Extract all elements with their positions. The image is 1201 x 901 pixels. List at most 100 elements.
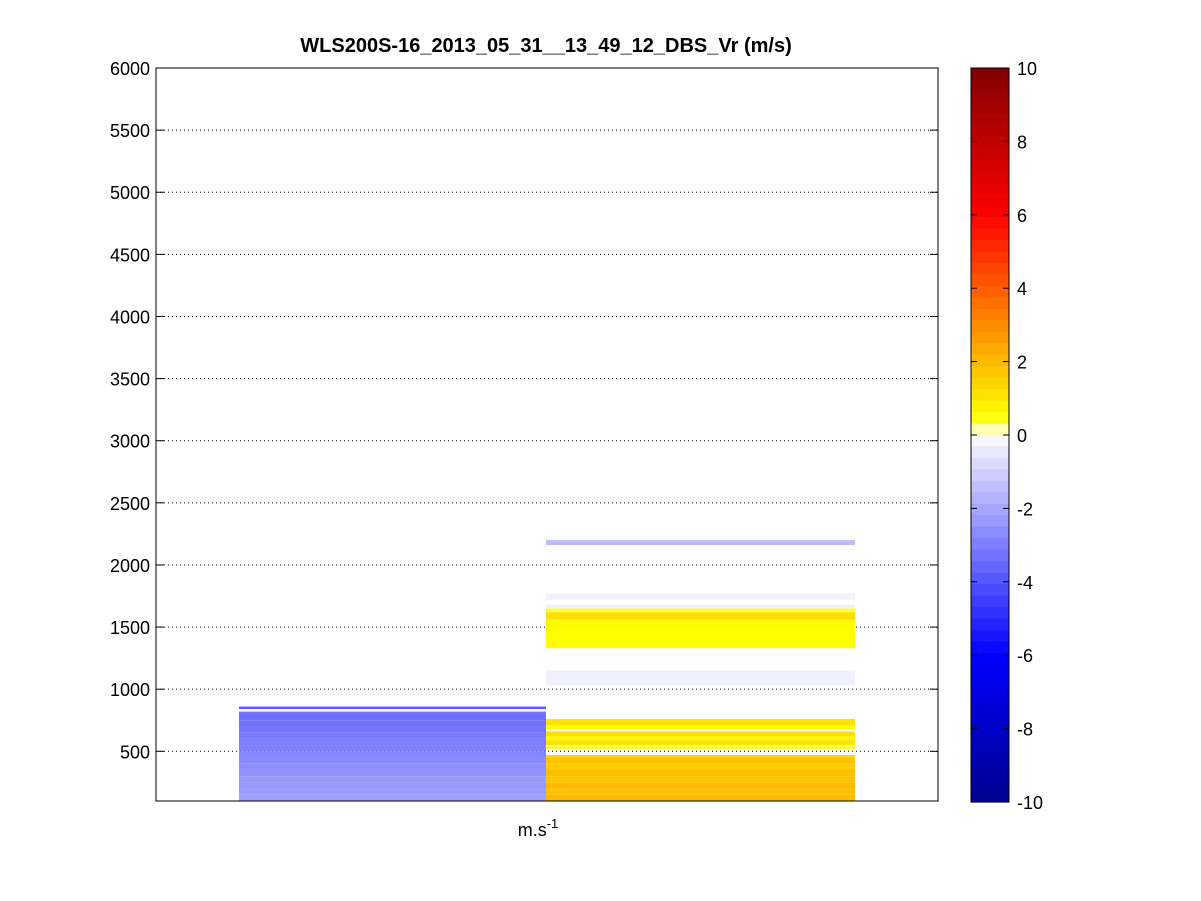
plot-frame	[155, 67, 939, 802]
plot-area	[156, 68, 938, 801]
heatmap-cell	[239, 794, 546, 801]
heatmap-cell	[546, 769, 855, 777]
colorbar-swatch	[971, 171, 1009, 184]
colorbar-swatch	[971, 607, 1009, 620]
y-tick-label: 3500	[110, 370, 150, 390]
colorbar-tick-label: 6	[1017, 206, 1027, 226]
heatmap-cell	[239, 763, 546, 770]
colorbar-swatch	[971, 744, 1009, 757]
colorbar-swatch	[971, 561, 1009, 574]
colorbar-tick-label: -10	[1017, 793, 1043, 813]
colorbar-swatch	[971, 205, 1009, 218]
colorbar-tick-label: 8	[1017, 132, 1027, 152]
colorbar-tick-label: 2	[1017, 353, 1027, 373]
y-tick-label: 4000	[110, 307, 150, 327]
heatmap-cell	[546, 593, 855, 600]
heatmap-cell	[546, 608, 855, 613]
colorbar-swatch	[971, 136, 1009, 149]
colorbar-tick-label: 0	[1017, 426, 1027, 446]
colorbar-tick-label: 10	[1017, 59, 1037, 79]
heatmap-cell	[546, 719, 855, 726]
colorbar-swatch	[971, 629, 1009, 643]
heatmap-cell	[239, 720, 546, 727]
heatmap-cell	[239, 782, 546, 789]
colorbar-swatch	[971, 125, 1009, 138]
colorbar-swatch	[971, 79, 1009, 92]
colorbar-swatch	[971, 262, 1009, 276]
heatmap-cell	[546, 627, 855, 649]
heatmap-cell	[239, 757, 546, 764]
colorbar-swatch	[971, 308, 1009, 321]
colorbar-swatch	[971, 641, 1009, 654]
colorbar-swatch	[971, 389, 1009, 402]
x-axis-label-superscript: -1	[547, 816, 559, 831]
colorbar-swatch	[971, 423, 1009, 436]
colorbar-swatch	[971, 102, 1009, 115]
colorbar-swatch	[971, 549, 1009, 562]
colorbar-swatch	[971, 159, 1009, 172]
heatmap-cell	[546, 788, 855, 795]
colorbar-swatch	[971, 618, 1009, 631]
colorbar-swatch	[971, 228, 1009, 241]
colorbar-tick-label: -4	[1017, 573, 1033, 593]
colorbar-swatch	[971, 767, 1009, 780]
heatmap-cell	[546, 612, 855, 620]
colorbar-swatch	[971, 595, 1009, 608]
heatmap-cell	[546, 746, 855, 749]
colorbar-swatch	[971, 320, 1009, 333]
heatmap-cell	[546, 776, 855, 783]
colorbar-swatch	[971, 240, 1009, 253]
y-tick-label: 3000	[110, 432, 150, 452]
colorbar-tick-label: -8	[1017, 720, 1033, 740]
heatmap-cell	[546, 782, 855, 789]
heatmap-cell	[239, 709, 546, 712]
colorbar-swatch	[971, 251, 1009, 264]
y-axis-ticks: 500 1000 1500 2000 2500 3000 3500 4000 4500 5000 5…	[110, 59, 938, 762]
colorbar-swatch	[971, 377, 1009, 390]
heatmap-cell	[546, 604, 855, 609]
heatmap-cell	[546, 619, 855, 628]
heatmap-cell	[239, 769, 546, 777]
colorbar-swatch	[971, 182, 1009, 195]
colorbar-swatch	[971, 652, 1009, 665]
heatmap-cell	[239, 776, 546, 783]
heatmap-cell	[239, 714, 546, 721]
colorbar-swatch	[971, 297, 1009, 310]
y-tick-label: 1500	[110, 618, 150, 638]
colorbar-swatch	[971, 710, 1009, 723]
colorbar-swatch	[971, 756, 1009, 769]
colorbar-swatch	[971, 675, 1009, 688]
colorbar	[971, 68, 1009, 803]
heatmap-cell	[546, 725, 855, 729]
colorbar-swatch	[971, 113, 1009, 126]
heatmap-cell	[239, 788, 546, 795]
heatmap-cell	[546, 736, 855, 741]
colorbar-swatch	[971, 526, 1009, 539]
colorbar-swatch	[971, 331, 1009, 344]
colorbar-swatch	[971, 354, 1009, 367]
colorbar-swatch	[971, 480, 1009, 493]
heatmap-cells	[239, 540, 855, 801]
heatmap-cell	[239, 751, 546, 758]
y-tick-label: 2000	[110, 556, 150, 576]
colorbar-swatch	[971, 194, 1009, 207]
colorbar-swatch	[971, 90, 1009, 104]
colorbar-swatch	[971, 503, 1009, 516]
y-tick-label: 5500	[110, 121, 150, 141]
colorbar-ticks: -10 -8 -6 -4 -2 0 2 4 6 8 10	[971, 59, 1043, 813]
colorbar-tick-label: -2	[1017, 499, 1033, 519]
colorbar-swatch	[971, 492, 1009, 505]
colorbar-tick-label: 4	[1017, 279, 1027, 299]
colorbar-swatch	[971, 721, 1009, 734]
colorbar-swatch	[971, 217, 1009, 230]
y-tick-label: 1000	[110, 680, 150, 700]
colorbar-swatch	[971, 366, 1009, 379]
colorbar-swatch	[971, 733, 1009, 746]
colorbar-swatch	[971, 343, 1009, 356]
heatmap-cell	[239, 706, 546, 710]
y-tick-label: 5000	[110, 183, 150, 203]
chart-title: WLS200S-16_2013_05_31__13_49_12_DBS_Vr (…	[300, 35, 791, 57]
colorbar-swatch	[971, 572, 1009, 585]
heatmap-cell	[546, 755, 855, 758]
